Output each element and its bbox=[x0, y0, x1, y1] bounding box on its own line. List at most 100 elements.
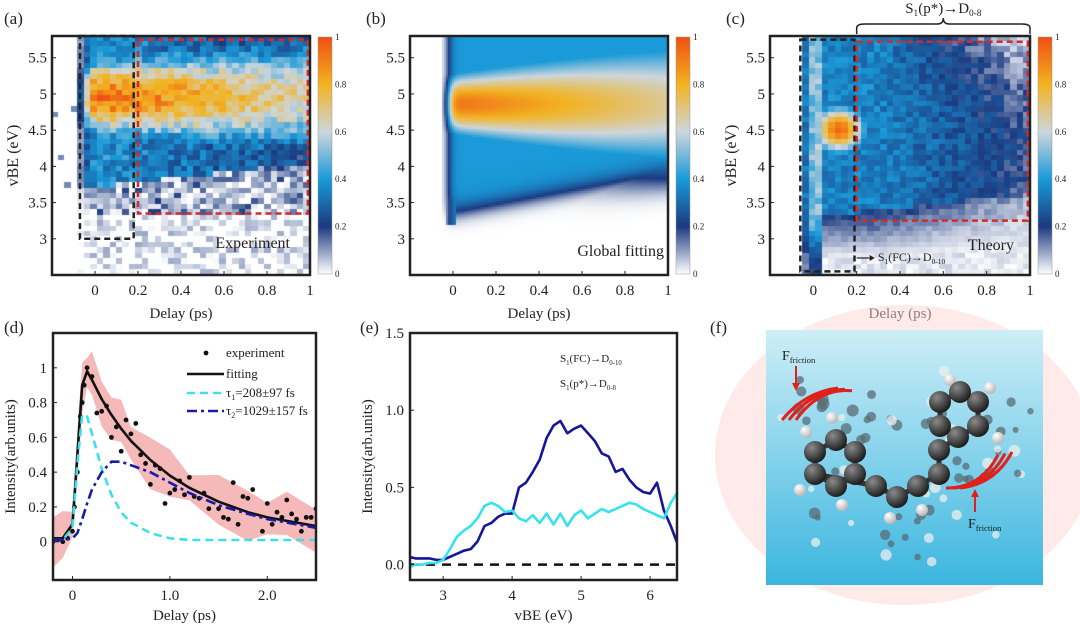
hydrogen-atom bbox=[884, 512, 896, 524]
x-tick-label: 3 bbox=[439, 588, 447, 604]
y-tick-label: 4.5 bbox=[386, 123, 405, 139]
experiment-point bbox=[303, 514, 309, 520]
y-axis-label: Intensity(arb.units) bbox=[360, 399, 376, 514]
friction-arc bbox=[780, 386, 839, 421]
ligand-atom bbox=[847, 519, 855, 527]
x-axis-label: vBE (eV) bbox=[515, 608, 573, 624]
subscript: 1 bbox=[566, 385, 569, 392]
hydrogen-atom bbox=[836, 499, 848, 511]
carbon-atom bbox=[949, 381, 971, 403]
force-arrow-head-icon bbox=[792, 383, 800, 391]
text-part: =208±97 fs bbox=[235, 385, 295, 400]
y-tick-label: 1 bbox=[40, 361, 48, 377]
subscript: friction bbox=[790, 355, 816, 365]
y-tick-label: 5 bbox=[758, 87, 766, 103]
plot-area bbox=[53, 351, 316, 568]
carbon-atom bbox=[907, 475, 929, 497]
ligand-atom bbox=[913, 517, 921, 525]
x-tick-label: 0 bbox=[91, 283, 99, 299]
colorbar-tick-label: 0.2 bbox=[693, 222, 704, 232]
carbon-atom bbox=[886, 486, 908, 508]
plot-frame bbox=[408, 34, 670, 277]
plot-frame bbox=[408, 331, 679, 582]
experiment-point bbox=[221, 514, 226, 520]
experiment-point bbox=[308, 514, 314, 520]
experiment-point bbox=[235, 521, 241, 527]
x-tick-label: 0.8 bbox=[977, 283, 996, 299]
text-part: (FC)→D bbox=[888, 250, 932, 264]
subscript: friction bbox=[976, 523, 1002, 533]
subscript: 1 bbox=[566, 360, 569, 367]
y-tick-label: 0.6 bbox=[28, 430, 47, 446]
ligand-atom bbox=[992, 530, 1000, 539]
ligand-atom bbox=[1027, 407, 1034, 415]
colorbar-tick-label: 0.8 bbox=[335, 79, 347, 89]
text-part: τ bbox=[226, 403, 231, 418]
legend-fitting: fitting bbox=[226, 366, 258, 381]
x-tick-label: 0.2 bbox=[847, 283, 866, 299]
ligand-atom bbox=[1006, 397, 1016, 407]
experiment-point bbox=[230, 480, 236, 485]
colorbar-tick-label: 0.8 bbox=[693, 79, 705, 89]
legend-tau1: τ1=208±97 fs bbox=[226, 385, 295, 402]
y-tick-label: 0.0 bbox=[385, 558, 404, 574]
experiment-point bbox=[294, 516, 299, 522]
x-axis-label: Delay (ps) bbox=[150, 306, 213, 322]
x-tick-label: 1 bbox=[306, 283, 314, 299]
ligand-atom bbox=[840, 423, 852, 435]
carbon-atom bbox=[928, 463, 950, 485]
experiment-point bbox=[148, 481, 153, 487]
series-line-tau2 bbox=[53, 460, 316, 542]
series-line-s1-fc-d0-10 bbox=[410, 491, 677, 569]
experiment-point bbox=[250, 487, 256, 492]
experiment-point bbox=[260, 528, 265, 534]
panel-label-f: (f) bbox=[710, 318, 727, 337]
experiment-point bbox=[284, 497, 290, 503]
experiment-point bbox=[172, 487, 178, 492]
ligand-atom bbox=[887, 540, 895, 548]
experiment-point bbox=[182, 492, 187, 498]
y-tick-label: 3.5 bbox=[28, 196, 47, 212]
hydrogen-atom bbox=[826, 412, 838, 424]
colorbar-tick-label: 0 bbox=[1055, 269, 1060, 279]
ligand-atom bbox=[962, 462, 970, 470]
legend-fc: S1(FC)→D0-10 bbox=[560, 353, 622, 367]
y-tick-label: 0 bbox=[40, 535, 48, 551]
ligand-atom bbox=[1013, 469, 1022, 478]
molecule-illustration bbox=[715, 305, 1080, 605]
inset-label: Global fitting bbox=[577, 243, 664, 260]
y-tick-label: 1.5 bbox=[385, 326, 404, 342]
ligand-atom bbox=[929, 482, 941, 494]
y-tick-label: 5.5 bbox=[386, 51, 405, 67]
experiment-point bbox=[94, 410, 100, 416]
experiment-point bbox=[298, 528, 304, 534]
y-tick-label: 1.0 bbox=[385, 403, 404, 419]
y-tick-label: 5 bbox=[40, 87, 48, 103]
panel-label-d: (d) bbox=[4, 318, 24, 337]
ligand-atom bbox=[923, 533, 934, 543]
carbon-atom bbox=[804, 441, 826, 463]
y-tick-label: 0.2 bbox=[28, 500, 47, 516]
y-tick-label: 5.5 bbox=[28, 51, 47, 67]
subscript: 0-8 bbox=[969, 9, 982, 19]
force-arrow-head-icon bbox=[971, 489, 979, 497]
x-tick-label: 0.6 bbox=[934, 283, 953, 299]
experiment-point bbox=[99, 408, 105, 414]
colorbar-tick-label: 1 bbox=[1055, 32, 1060, 42]
subscript: 1 bbox=[885, 257, 889, 266]
panel-label-e: (e) bbox=[360, 318, 379, 337]
x-tick-label: 0 bbox=[449, 283, 457, 299]
series-line-s1-p-d0-8 bbox=[410, 419, 677, 562]
colorbar-tick-label: 0.4 bbox=[335, 174, 347, 184]
experiment-point bbox=[289, 511, 295, 517]
text-part: S bbox=[905, 1, 913, 17]
x-tick-label: 5 bbox=[577, 588, 585, 604]
experiment-point bbox=[186, 474, 192, 480]
colorbar-tick-label: 0 bbox=[693, 269, 698, 279]
experiment-point bbox=[264, 501, 270, 506]
experiment-point bbox=[118, 448, 124, 454]
experiment-point bbox=[269, 521, 275, 527]
series-line-tau1 bbox=[53, 413, 316, 542]
carbon-atom bbox=[825, 475, 847, 497]
